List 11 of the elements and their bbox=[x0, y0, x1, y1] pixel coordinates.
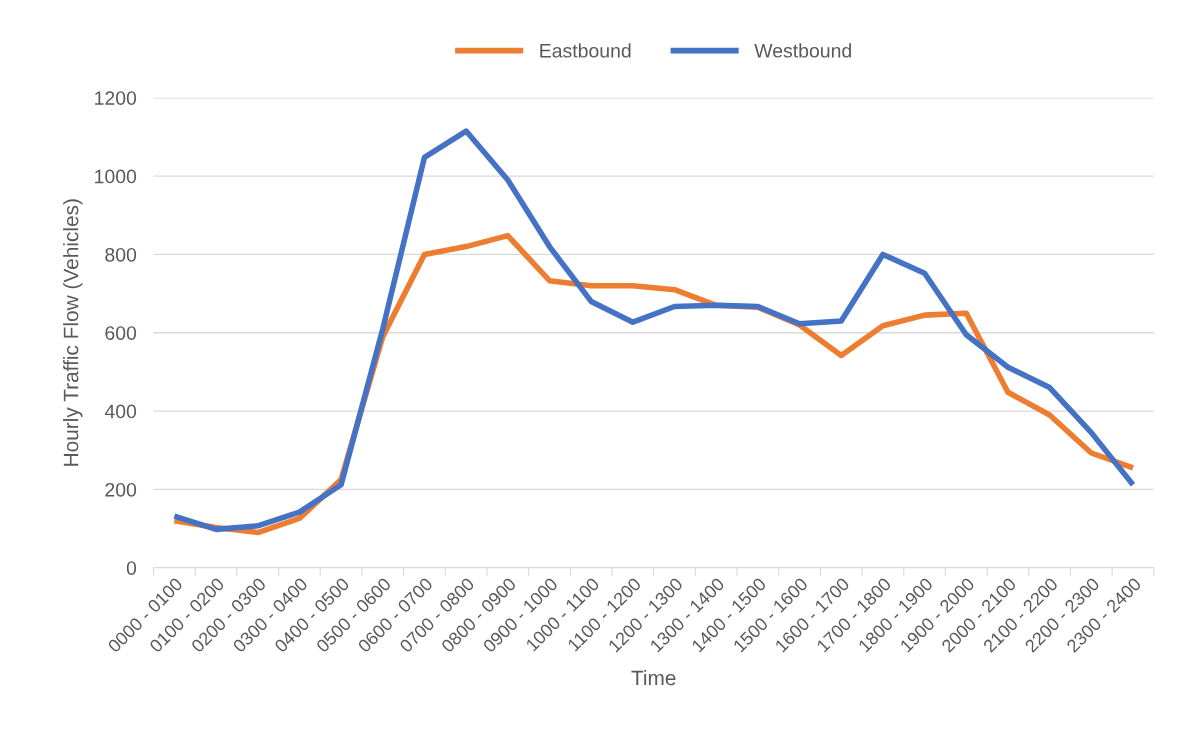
y-tick-label: 600 bbox=[105, 326, 137, 340]
y-tick-label: 0 bbox=[126, 561, 137, 575]
y-tick-label: 400 bbox=[104, 404, 137, 419]
legend-label: Eastbound bbox=[540, 43, 631, 58]
y-tick-label: 1000 bbox=[95, 169, 137, 184]
y-tick-label: 800 bbox=[105, 247, 137, 262]
legend-label: Westbound bbox=[754, 43, 851, 58]
x-axis-title: Time bbox=[631, 670, 676, 686]
y-tick-label: 1200 bbox=[95, 91, 137, 105]
y-tick-label: 200 bbox=[105, 482, 137, 497]
y-axis-title: Hourly Traffic Flow (Vehicles) bbox=[63, 199, 83, 466]
